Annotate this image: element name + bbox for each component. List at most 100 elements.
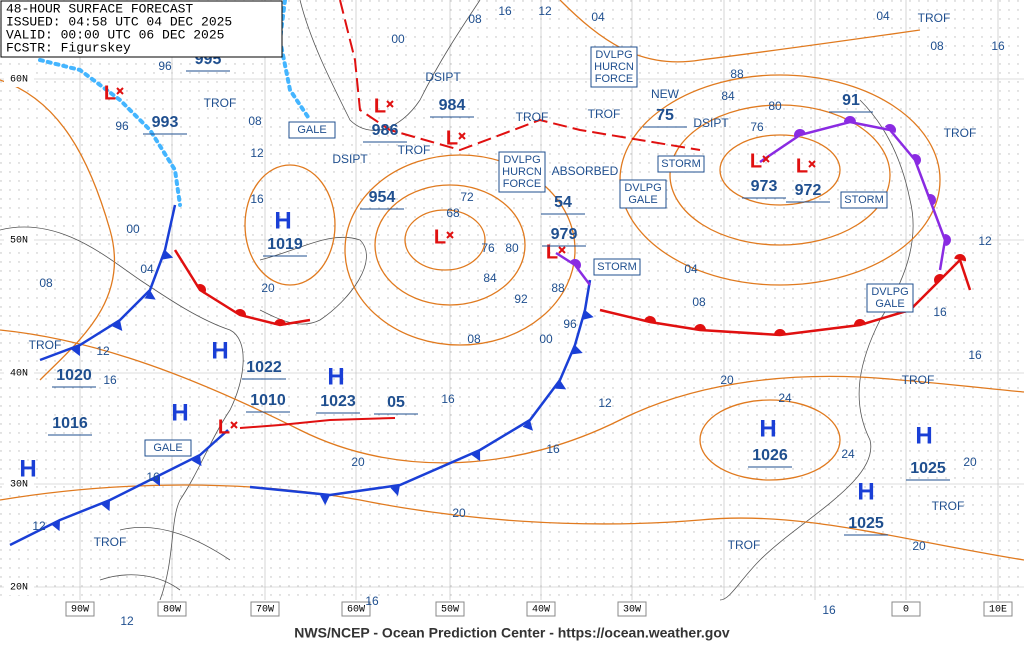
isobar-label: 16 <box>250 192 264 206</box>
isobar-label: 80 <box>768 99 782 113</box>
front-movement <box>239 417 396 429</box>
pressure-label: 91 <box>842 92 860 109</box>
isobar-label: 84 <box>721 89 735 103</box>
lon-label-box <box>526 601 556 617</box>
warning-text: DVLPG <box>595 49 632 61</box>
isobar-label: 04 <box>591 10 605 24</box>
text-label: TROF <box>588 107 621 121</box>
header-line: VALID: 00:00 UTC 06 DEC 2025 <box>6 27 224 42</box>
isobar-label: 96 <box>158 59 172 73</box>
trough <box>339 0 701 152</box>
isobar-label: 12 <box>598 396 612 410</box>
low-mark <box>386 100 394 108</box>
low-center: L <box>446 127 458 149</box>
lon-label: 30W <box>623 605 641 616</box>
text-label: TROF <box>728 538 761 552</box>
isobar-label: 12 <box>32 519 46 533</box>
isobar-label: 24 <box>778 391 792 405</box>
text-label: TROF <box>944 126 977 140</box>
isobar-label: 92 <box>514 292 528 306</box>
high-center: H <box>759 415 776 442</box>
isobar-label: 16 <box>546 442 560 456</box>
warning-text: GALE <box>297 124 326 136</box>
lon-label-box <box>65 601 95 617</box>
lon-label: 60W <box>347 605 365 616</box>
cold-front <box>249 279 594 506</box>
lon-label: 80W <box>163 605 181 616</box>
isobar-label: 04 <box>684 262 698 276</box>
warm-front <box>599 254 972 337</box>
cold-front <box>39 204 177 362</box>
pressure-label: 1010 <box>250 392 286 409</box>
lon-label-box <box>617 601 647 617</box>
lat-label: 20N <box>10 583 28 594</box>
isobar-label: 12 <box>96 344 110 358</box>
text-label: DSIPT <box>693 116 729 130</box>
text-label: TROF <box>902 373 935 387</box>
isobar-label: 12 <box>538 4 552 18</box>
isobar-label: 08 <box>248 114 262 128</box>
lon-label: 70W <box>256 605 274 616</box>
header-line: ISSUED: 04:58 UTC 04 DEC 2025 <box>6 14 232 29</box>
isobar-label: 16 <box>991 39 1005 53</box>
lon-label: 90W <box>71 605 89 616</box>
isobar-label: 76 <box>481 241 495 255</box>
warning-text: GALE <box>628 194 657 206</box>
high-center: H <box>19 455 36 482</box>
lat-label: 30N <box>10 480 28 491</box>
isobar-label: 04 <box>876 9 890 23</box>
lat-label: 40N <box>10 369 28 380</box>
text-label: TROF <box>94 535 127 549</box>
isobar-label: 88 <box>551 281 565 295</box>
header-line: FCSTR: Figurskey <box>6 40 131 55</box>
warning-text: DVLPG <box>503 154 540 166</box>
warning-box <box>498 151 546 193</box>
low-center: L <box>750 150 762 172</box>
text-label: TROF <box>918 11 951 25</box>
pressure-label: 1023 <box>320 393 356 410</box>
lon-label-box <box>250 601 280 617</box>
low-mark <box>808 160 816 168</box>
isobar-label: 16 <box>498 4 512 18</box>
warning-box <box>144 439 192 457</box>
pressure-label: 986 <box>372 122 399 139</box>
pressure-label: 1025 <box>848 515 884 532</box>
occluded-front <box>555 251 591 286</box>
lat-label: 50N <box>10 236 28 247</box>
isobar-label: 76 <box>750 120 764 134</box>
warning-text: GALE <box>875 298 904 310</box>
isobar-label: 00 <box>126 222 140 236</box>
isobar-label: 08 <box>692 295 706 309</box>
pressure-label: 954 <box>369 189 396 206</box>
high-center: H <box>327 363 344 390</box>
lon-label: 0 <box>903 605 909 616</box>
lon-label-box <box>157 601 187 617</box>
text-label: DSIPT <box>425 70 461 84</box>
pressure-label: 1026 <box>752 447 788 464</box>
isobar-label: 16 <box>441 392 455 406</box>
isobar-label: 20 <box>720 373 734 387</box>
pressure-label: 05 <box>387 394 405 411</box>
pressure-label: 979 <box>551 226 578 243</box>
lon-label-box <box>435 601 465 617</box>
warning-box <box>619 179 667 209</box>
lat-label-box <box>4 365 34 381</box>
low-center: L <box>104 82 116 104</box>
isobar-label: 20 <box>261 281 275 295</box>
low-center: L <box>434 226 446 248</box>
text-label: TROF <box>398 143 431 157</box>
warning-text: HURCN <box>502 166 542 178</box>
pressure-label: 1025 <box>910 460 946 477</box>
isobar-label: 16 <box>103 373 117 387</box>
isobar-label: 00 <box>539 332 553 346</box>
fronts <box>9 0 972 547</box>
isobar-label: 16 <box>822 603 836 617</box>
text-label: ABSORBED <box>552 164 619 178</box>
warning-box <box>288 121 336 139</box>
warning-box <box>593 258 641 276</box>
warning-text: STORM <box>597 261 637 273</box>
isobar-label: 24 <box>841 447 855 461</box>
warning-text: GALE <box>153 442 182 454</box>
